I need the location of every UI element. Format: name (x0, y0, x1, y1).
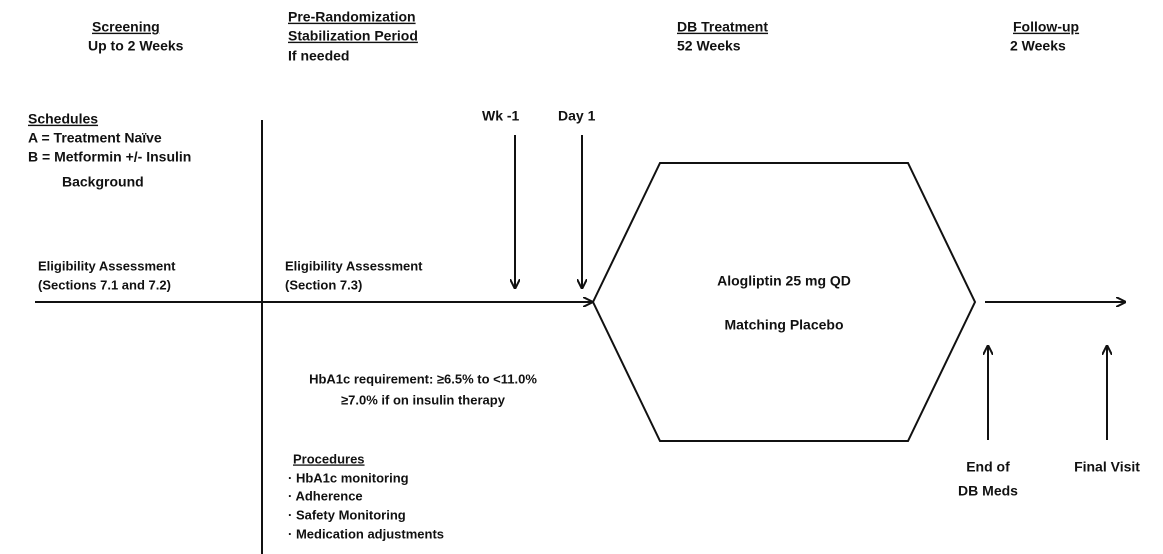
endpoint: End of (966, 459, 1010, 475)
phase-duration: Up to 2 Weeks (88, 38, 184, 54)
phase-duration: 52 Weeks (677, 38, 741, 54)
procedures-title: Procedures (293, 451, 365, 466)
phase-title: DB Treatment (677, 19, 768, 35)
schedule-item: B = Metformin +/- Insulin (28, 149, 191, 165)
procedure-item: · Medication adjustments (288, 526, 444, 541)
eligibility: (Section 7.3) (285, 277, 362, 292)
procedure-item: · Adherence (288, 488, 363, 503)
timepoint: Wk -1 (482, 108, 520, 124)
schedule-item: Background (62, 174, 144, 190)
phase-duration: 2 Weeks (1010, 38, 1066, 54)
phase-title: Follow-up (1013, 19, 1079, 35)
procedure-item: · Safety Monitoring (288, 507, 406, 522)
schedules-title: Schedules (28, 111, 98, 127)
phase-title: Stabilization Period (288, 28, 418, 44)
hba1c-requirement: HbA1c requirement: ≥6.5% to <11.0% (309, 371, 537, 386)
endpoint: Final Visit (1074, 459, 1140, 475)
eligibility: Eligibility Assessment (285, 258, 423, 273)
schedule-item: A = Treatment Naïve (28, 130, 162, 146)
phase-duration: If needed (288, 48, 349, 64)
hba1c-requirement: ≥7.0% if on insulin therapy (341, 392, 506, 407)
procedure-item: · HbA1c monitoring (288, 470, 409, 485)
endpoint: DB Meds (958, 483, 1018, 499)
eligibility: (Sections 7.1 and 7.2) (38, 277, 171, 292)
timepoint: Day 1 (558, 108, 596, 124)
treatment-arm: Matching Placebo (724, 317, 843, 333)
phase-title: Screening (92, 19, 160, 35)
treatment-hexagon (591, 162, 977, 442)
eligibility: Eligibility Assessment (38, 258, 176, 273)
treatment-arm: Alogliptin 25 mg QD (717, 273, 851, 289)
phase-title: Pre-Randomization (288, 9, 416, 25)
